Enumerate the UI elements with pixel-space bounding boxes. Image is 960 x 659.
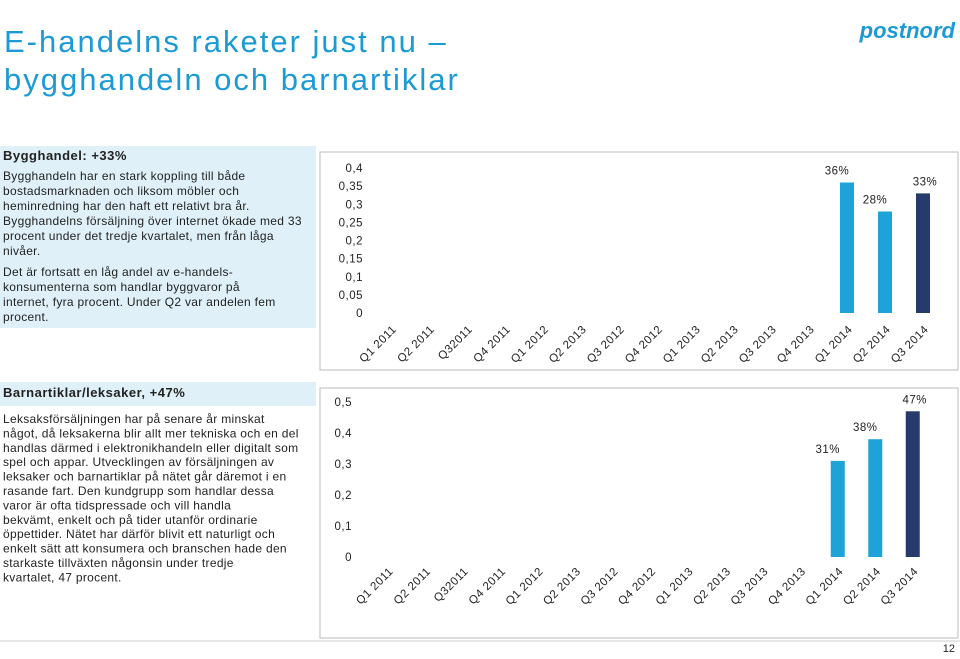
y-tick-label: 0,15 <box>339 254 363 266</box>
panel-text: handlas därmed i elektronikhandeln eller… <box>3 441 298 455</box>
title-line: E-handelns raketer just nu – <box>4 24 448 59</box>
panel-text: konsumenterna som handlar byggvaror på <box>3 280 240 294</box>
panel-text: kvartalet, 47 procent. <box>3 570 122 584</box>
panel-text: starkaste tillväxten någonsin under tred… <box>3 556 234 570</box>
panel-text: rasande fart. Den kundgrupp som handlar … <box>3 484 274 498</box>
y-tick-label: 0,2 <box>335 490 353 502</box>
y-tick-label: 0,2 <box>346 236 364 248</box>
y-tick-label: 0,05 <box>339 290 363 302</box>
panel-text: leksaker och barnartiklar på nätet går d… <box>3 470 286 484</box>
value-label: 36% <box>825 166 850 178</box>
panel-bg <box>0 146 316 328</box>
y-tick-label: 0,1 <box>346 272 364 284</box>
y-tick-label: 0,35 <box>339 181 363 193</box>
panel-text: öppettider. Nätet har därför blivit ett … <box>3 527 275 541</box>
panel-text: varor är ofta tidspressade och vill hand… <box>3 498 231 512</box>
title-line: bygghandeln och barnartiklar <box>4 62 460 97</box>
panel-heading: Barnartiklar/leksaker, +47% <box>3 385 185 400</box>
panel-text: internet, fyra procent. Under Q2 var and… <box>3 295 276 309</box>
panel-heading-bg <box>0 382 316 406</box>
panel-text: heminredning har den haft ett relativt b… <box>3 199 250 213</box>
logo: postnord <box>859 18 956 43</box>
panel-text: procent. <box>3 310 49 324</box>
y-tick-label: 0,3 <box>335 459 353 471</box>
chart-frame <box>319 151 959 371</box>
panel-text: procent under det tredje kvartalet, men … <box>3 229 274 243</box>
panel-text: Det är fortsatt en låg andel av e-handel… <box>3 265 233 279</box>
panel-text: enkelt sätt att konsumera och branschen … <box>3 542 287 556</box>
panel-text: bostadsmarknaden och liksom möbler och <box>3 184 239 198</box>
y-tick-label: 0,3 <box>346 199 364 211</box>
y-tick-label: 0,5 <box>335 397 353 409</box>
panel-text: Bygghandeln har en stark koppling till b… <box>3 169 245 183</box>
bar <box>916 193 930 313</box>
bar <box>840 182 854 313</box>
panel-text: Leksaksförsäljningen har på senare år mi… <box>3 412 265 426</box>
value-label: 31% <box>815 444 840 456</box>
y-tick-label: 0 <box>345 552 352 564</box>
y-tick-label: 0 <box>356 308 363 320</box>
panel-text: något, då leksakerna blir allt mer tekni… <box>3 426 299 440</box>
page-number: 12 <box>943 643 955 654</box>
panel-text: Bygghandelns försäljning över internet ö… <box>3 214 302 228</box>
value-label: 38% <box>853 422 878 434</box>
bar <box>905 411 920 557</box>
bar <box>830 460 845 557</box>
y-tick-label: 0,4 <box>335 428 353 440</box>
value-label: 28% <box>863 195 888 207</box>
value-label: 47% <box>902 394 927 406</box>
bar <box>868 439 883 557</box>
panel-text: bekvämt, enkelt och på tider utanför ord… <box>3 513 258 527</box>
bar <box>878 211 892 313</box>
y-tick-label: 0,4 <box>346 163 364 175</box>
panel-heading: Bygghandel: +33% <box>3 148 127 163</box>
y-tick-label: 0,1 <box>335 521 353 533</box>
value-label: 33% <box>913 176 938 188</box>
panel-text: spel och appar. Utvecklingen av försäljn… <box>3 455 274 469</box>
panel-text: nivåer. <box>3 244 40 258</box>
chart-frame <box>319 387 959 639</box>
y-tick-label: 0,25 <box>339 217 363 229</box>
